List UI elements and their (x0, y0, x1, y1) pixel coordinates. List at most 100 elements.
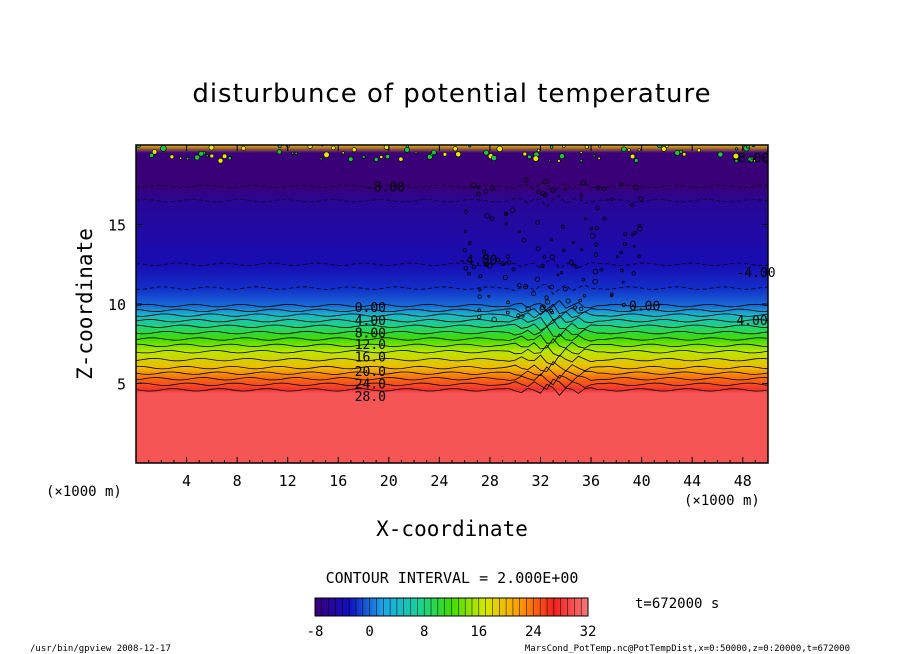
top-speckle-79 (621, 146, 627, 152)
speckle-106 (563, 286, 568, 292)
top-speckle-32 (452, 146, 458, 152)
contour-label-10: 16.0 (355, 351, 386, 366)
speckle-34 (621, 280, 625, 284)
contour-line--8 (136, 182, 768, 194)
top-speckle-34 (559, 153, 565, 160)
speckle-86 (478, 288, 482, 292)
top-speckle-68 (549, 145, 554, 149)
speckle-100 (619, 268, 624, 273)
contour-line-20 (136, 361, 768, 373)
speckle-19 (535, 220, 540, 225)
speckle-77 (593, 252, 599, 257)
top-speckle-89 (734, 147, 738, 151)
plot-area (136, 145, 768, 463)
contour-line-24 (136, 373, 768, 386)
y-axis-ticks: 5 10 15 (108, 217, 768, 394)
colorbar-tick-16: 16 (470, 624, 487, 640)
speckle-1 (505, 254, 510, 259)
chart-title: disturbunce of potential temperature (192, 79, 711, 109)
speckle-110 (478, 274, 483, 279)
speckle-7 (470, 182, 477, 189)
x-tick-label-36: 36 (582, 472, 600, 490)
x-tick-label-28: 28 (481, 472, 499, 490)
top-speckle-66 (385, 154, 391, 160)
speckle-56 (543, 178, 549, 185)
speckle-76 (521, 314, 525, 318)
speckle-90 (602, 216, 607, 221)
contour-label-3: -4.00 (736, 266, 775, 281)
top-speckle-17 (682, 152, 687, 157)
contour-label-8: 8.00 (355, 327, 386, 342)
speckle-58 (601, 186, 607, 192)
speckle-113 (638, 195, 644, 201)
speckle-61 (560, 224, 565, 229)
speckle-87 (589, 232, 596, 239)
speckle-35 (489, 216, 495, 222)
speckle-85 (630, 202, 635, 207)
speckle-50 (477, 308, 481, 312)
x-tick-label-16: 16 (329, 472, 347, 490)
top-speckle-12 (592, 154, 596, 158)
contour-line-16 (136, 344, 768, 357)
speckle-99 (616, 255, 620, 259)
speckle-101 (505, 310, 510, 315)
speckle-83 (549, 284, 554, 290)
speckle-91 (565, 298, 571, 304)
speckle-114 (564, 187, 567, 191)
speckle-70 (503, 212, 508, 216)
x-tick-label-32: 32 (531, 472, 549, 490)
colorbar-tick-8: 8 (420, 624, 428, 640)
top-speckle-25 (548, 159, 551, 163)
x-tick-label-4: 4 (182, 472, 191, 490)
top-speckle-82 (579, 150, 583, 154)
top-speckle-72 (455, 151, 462, 158)
contour-label-5: 0.00 (629, 300, 660, 315)
top-speckle-51 (536, 148, 541, 153)
speckle-111 (580, 179, 586, 186)
top-speckle-9 (627, 148, 631, 152)
speckle-65 (638, 224, 642, 228)
speckle-54 (483, 188, 489, 194)
contour-line--6 (136, 195, 768, 208)
top-speckle-28 (294, 151, 298, 155)
speckle-72 (609, 292, 614, 297)
top-speckle-52 (584, 145, 589, 150)
speckle-84 (619, 182, 624, 187)
speckle-11 (637, 254, 641, 258)
speckle-109 (463, 229, 467, 233)
speckle-95 (594, 242, 599, 247)
contour-label-1: -8.00 (730, 152, 769, 167)
speckle-47 (592, 268, 599, 275)
footer-left: /usr/bin/gpview 2008-12-17 (30, 644, 171, 654)
speckle-64 (471, 264, 476, 270)
speckle-75 (506, 260, 512, 265)
speckle-51 (516, 313, 521, 319)
top-speckle-73 (637, 148, 641, 152)
speckle-118 (583, 217, 587, 221)
speckle-24 (509, 207, 516, 213)
speckle-52 (540, 263, 545, 269)
speckle-97 (486, 262, 493, 269)
speckle-73 (536, 189, 541, 195)
speckle-68 (632, 244, 636, 248)
top-speckle-85 (442, 152, 448, 157)
top-speckle-20 (373, 157, 379, 162)
contour-line-22 (136, 366, 768, 379)
speckle-119 (506, 300, 511, 305)
speckle-55 (550, 187, 556, 193)
top-speckle-81 (490, 155, 497, 162)
contour-label-9: 12.0 (355, 338, 386, 353)
speckle-104 (544, 295, 549, 300)
top-speckle-38 (351, 147, 357, 153)
contour-label-0: -8.00 (366, 180, 405, 195)
top-speckle-27 (276, 149, 282, 155)
speckle-3 (534, 276, 540, 282)
top-speckle-78 (222, 153, 228, 159)
top-speckle-10 (198, 150, 204, 157)
speckle-6 (562, 248, 566, 252)
contour-label-11: 20.0 (355, 365, 386, 380)
speckle-15 (619, 250, 623, 255)
speckle-81 (467, 241, 472, 245)
top-speckle-29 (151, 149, 158, 155)
speckle-117 (630, 233, 635, 237)
